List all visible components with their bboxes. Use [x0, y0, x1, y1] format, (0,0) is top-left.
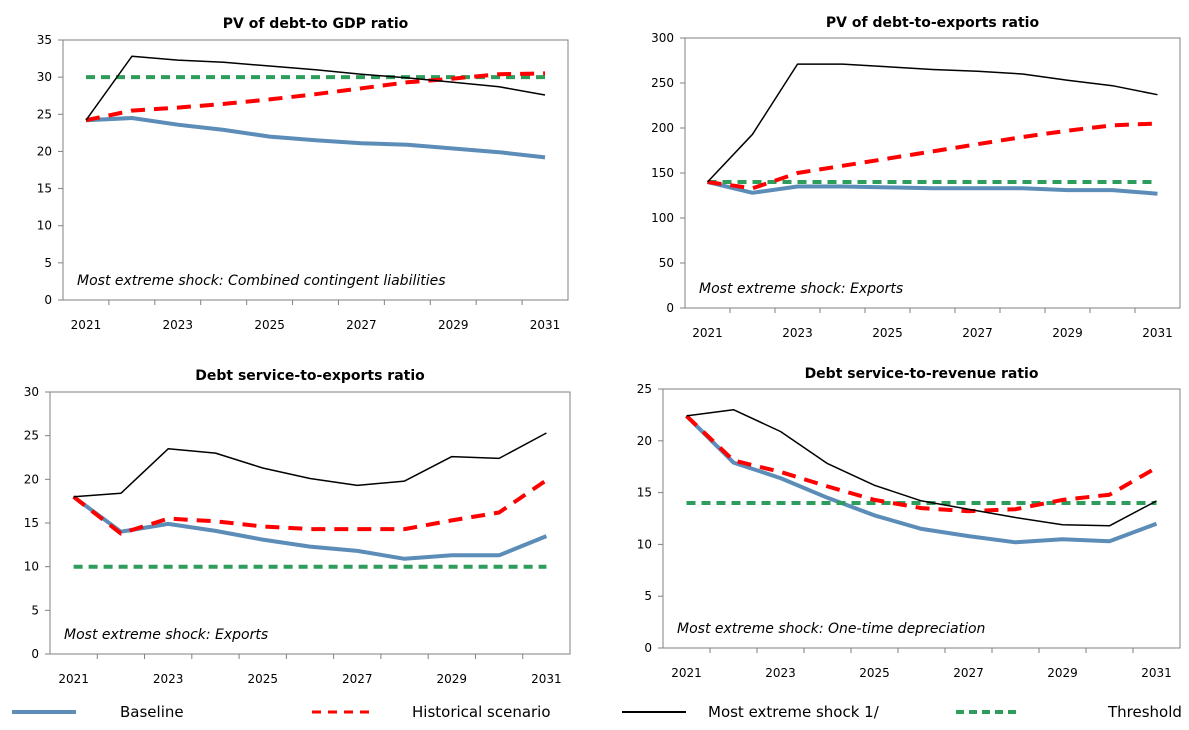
series-line-historical: [707, 121, 1158, 191]
y-tick-label: 0: [644, 641, 652, 655]
y-tick-label: 15: [24, 516, 39, 530]
series-line-historical: [85, 71, 546, 123]
chart-panel-1: PV of debt-to GDP ratio05101520253035202…: [37, 16, 569, 332]
y-tick-label: 35: [37, 33, 52, 47]
y-tick-label: 30: [37, 70, 52, 84]
y-tick-label: 300: [651, 31, 674, 45]
series-line-baseline: [72, 495, 548, 561]
y-tick-label: 50: [659, 256, 674, 270]
y-tick-label: 10: [24, 560, 39, 574]
y-tick-label: 5: [31, 603, 39, 617]
legend: Baseline Historical scenario Most extrem…: [0, 698, 1189, 726]
x-tick-label: 2031: [1142, 326, 1173, 340]
legend-label-historical: Historical scenario: [412, 703, 551, 721]
y-tick-label: 20: [637, 434, 652, 448]
y-tick-label: 25: [637, 382, 652, 396]
legend-label-shock: Most extreme shock 1/: [708, 703, 879, 721]
chart-title: PV of debt-to-exports ratio: [826, 15, 1040, 31]
x-tick-label: 2023: [765, 666, 796, 680]
x-tick-label: 2029: [437, 672, 468, 686]
x-tick-label: 2029: [1047, 666, 1078, 680]
x-tick-label: 2025: [254, 318, 285, 332]
y-tick-label: 0: [666, 301, 674, 315]
x-tick-label: 2031: [531, 672, 562, 686]
shock-annotation: Most extreme shock: Exports: [699, 281, 903, 297]
x-tick-label: 2023: [782, 326, 813, 340]
charts-area: PV of debt-to GDP ratio05101520253035202…: [24, 15, 1181, 686]
series-line-shock: [706, 63, 1158, 183]
y-tick-label: 10: [37, 219, 52, 233]
series-line-historical: [685, 414, 1158, 514]
x-tick-label: 2025: [247, 672, 278, 686]
series-line-baseline: [85, 116, 546, 160]
y-tick-label: 15: [37, 182, 52, 196]
y-tick-label: 100: [651, 211, 674, 225]
y-tick-label: 5: [644, 589, 652, 603]
shock-annotation: Most extreme shock: One-time depreciatio…: [677, 621, 985, 637]
plot-frame: [62, 39, 569, 301]
x-tick-label: 2021: [58, 672, 89, 686]
series-line-baseline: [685, 414, 1158, 545]
series-line-shock: [686, 408, 1157, 527]
x-tick-label: 2023: [153, 672, 184, 686]
y-tick-label: 30: [24, 385, 39, 399]
x-tick-label: 2027: [962, 326, 993, 340]
legend-item-shock: Most extreme shock 1/: [622, 698, 879, 726]
y-tick-label: 20: [37, 144, 52, 158]
x-tick-label: 2029: [438, 318, 469, 332]
y-tick-label: 250: [651, 76, 674, 90]
x-tick-label: 2025: [859, 666, 890, 680]
shock-annotation: Most extreme shock: Combined contingent …: [77, 273, 446, 289]
plot-frame: [662, 388, 1181, 649]
x-tick-label: 2031: [1141, 666, 1172, 680]
legend-item-threshold: Threshold: [956, 698, 1182, 726]
y-tick-label: 20: [24, 472, 39, 486]
x-tick-label: 2025: [872, 326, 903, 340]
legend-swatch-baseline: [12, 710, 76, 714]
legend-swatch-shock: [622, 711, 686, 713]
legend-swatch-threshold: [956, 710, 1020, 714]
chart-panel-4: Debt service-to-revenue ratio05101520252…: [637, 366, 1181, 680]
y-tick-label: 0: [31, 647, 39, 661]
chart-title: Debt service-to-revenue ratio: [805, 366, 1039, 382]
x-tick-label: 2029: [1052, 326, 1083, 340]
series-line-historical: [72, 478, 548, 536]
y-tick-label: 25: [37, 107, 52, 121]
x-tick-label: 2023: [162, 318, 193, 332]
plot-frame: [684, 37, 1181, 309]
plot-frame: [49, 391, 571, 655]
x-tick-label: 2021: [692, 326, 723, 340]
legend-item-baseline: Baseline: [12, 698, 184, 726]
series-line-baseline: [707, 180, 1158, 196]
chart-panel-3: Debt service-to-exports ratio05101520253…: [24, 368, 571, 686]
y-tick-label: 10: [637, 537, 652, 551]
x-tick-label: 2021: [671, 666, 702, 680]
y-tick-label: 150: [651, 166, 674, 180]
x-tick-label: 2027: [346, 318, 377, 332]
x-tick-label: 2027: [342, 672, 373, 686]
chart-panel-2: PV of debt-to-exports ratio 0 50 100 150 200 2…: [651, 15, 1181, 340]
legend-swatch-historical: [312, 710, 376, 714]
y-tick-label: 200: [651, 121, 674, 135]
legend-item-historical: Historical scenario: [312, 698, 551, 726]
y-tick-label: 25: [24, 429, 39, 443]
series-line-shock: [85, 55, 546, 121]
series-line-shock: [73, 432, 547, 498]
shock-annotation: Most extreme shock: Exports: [64, 627, 268, 643]
chart-title: Debt service-to-exports ratio: [195, 368, 425, 384]
x-tick-label: 2027: [953, 666, 984, 680]
legend-label-threshold: Threshold: [1108, 703, 1182, 721]
chart-title: PV of debt-to GDP ratio: [223, 16, 409, 32]
y-tick-label: 15: [637, 486, 652, 500]
x-tick-label: 2031: [530, 318, 561, 332]
x-tick-label: 2021: [71, 318, 102, 332]
legend-label-baseline: Baseline: [120, 703, 184, 721]
y-tick-label: 0: [44, 293, 52, 307]
y-tick-label: 5: [44, 256, 52, 270]
